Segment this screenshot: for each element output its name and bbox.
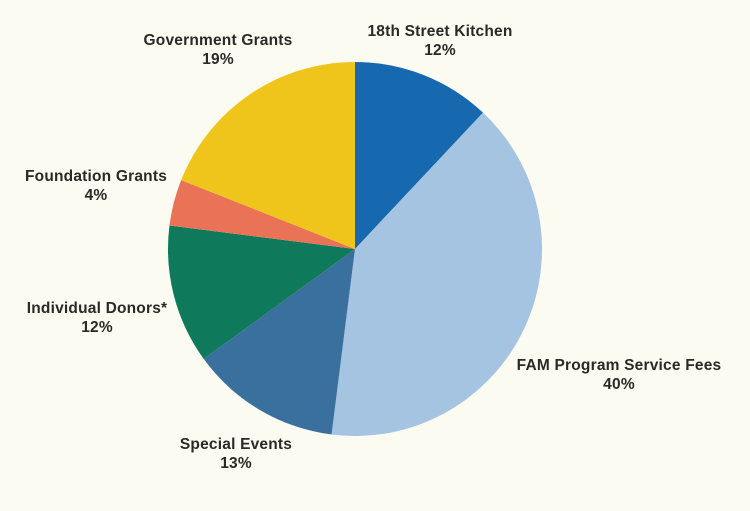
pie-slice-special-events: [203, 249, 355, 435]
pie-slice-government-grants: [181, 62, 355, 249]
pie-slice-foundation-grants: [169, 180, 355, 249]
pie-slice-individual-donors: [167, 225, 355, 359]
pie-slice-fam-program-service-fees: [331, 112, 543, 437]
pie-slice-18th-street-kitchen: [355, 62, 484, 249]
